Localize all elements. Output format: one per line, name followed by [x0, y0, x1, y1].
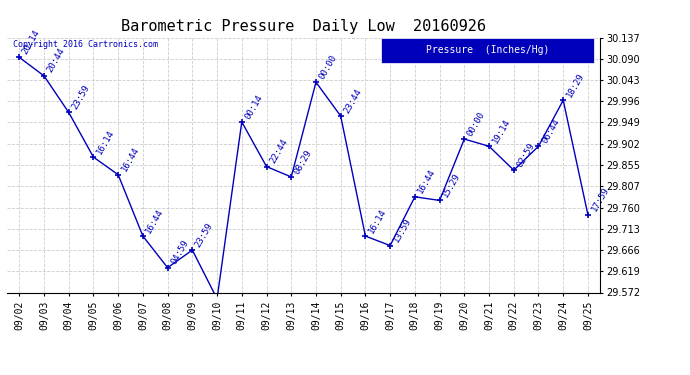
Text: Copyright 2016 Cartronics.com: Copyright 2016 Cartronics.com: [13, 40, 158, 49]
Text: 22:44: 22:44: [268, 137, 289, 165]
Text: 16:44: 16:44: [144, 207, 166, 235]
Text: 19:14: 19:14: [491, 117, 512, 145]
Text: 04:59: 04:59: [169, 238, 190, 266]
Text: 23:59: 23:59: [70, 83, 91, 111]
Text: 06:44: 06:44: [540, 117, 561, 145]
FancyBboxPatch shape: [381, 38, 594, 63]
Text: 00:00: 00:00: [317, 53, 339, 81]
Text: 06:59: 06:59: [0, 374, 1, 375]
Text: 00:14: 00:14: [243, 93, 264, 120]
Text: Pressure  (Inches/Hg): Pressure (Inches/Hg): [426, 45, 549, 55]
Text: 00:00: 00:00: [466, 110, 487, 138]
Text: 16:14: 16:14: [367, 207, 388, 235]
Text: 16:44: 16:44: [119, 146, 141, 173]
Text: 08:29: 08:29: [293, 148, 314, 176]
Text: 15:29: 15:29: [441, 171, 462, 199]
Text: 18:29: 18:29: [564, 71, 586, 99]
Text: 16:44: 16:44: [416, 168, 437, 195]
Text: 13:59: 13:59: [391, 216, 413, 244]
Text: 02:59: 02:59: [515, 141, 536, 169]
Text: 23:44: 23:44: [342, 87, 364, 115]
Text: 20:44: 20:44: [46, 47, 67, 75]
Text: Barometric Pressure  Daily Low  20160926: Barometric Pressure Daily Low 20160926: [121, 19, 486, 34]
Text: 17:59: 17:59: [589, 186, 611, 213]
Text: 23:59: 23:59: [194, 221, 215, 249]
Text: 20:14: 20:14: [21, 28, 42, 56]
Text: 16:14: 16:14: [95, 128, 116, 156]
